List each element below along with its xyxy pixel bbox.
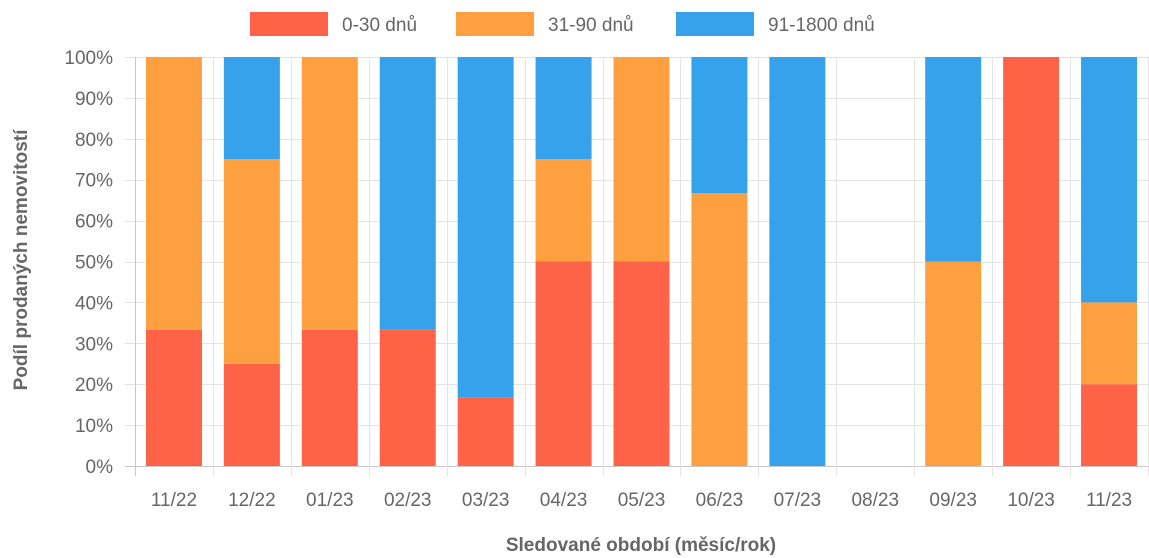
- bar-segment: [1081, 384, 1138, 466]
- bar-segment: [535, 261, 592, 466]
- y-tick-label: 10%: [75, 416, 113, 437]
- bar-segment: [613, 57, 670, 262]
- x-tick-label: 06/23: [696, 490, 744, 511]
- bar-segment: [1081, 57, 1138, 303]
- x-tick-label: 05/23: [618, 490, 666, 511]
- legend-swatch: [676, 12, 754, 36]
- bar-segment: [925, 57, 982, 262]
- x-tick-label: 01/23: [306, 490, 354, 511]
- x-tick-label: 11/22: [151, 490, 197, 511]
- x-tick-label: 07/23: [774, 490, 822, 511]
- legend-label: 91-1800 dnů: [768, 15, 875, 36]
- y-tick-label: 90%: [75, 89, 113, 110]
- legend: 0-30 dnů 31-90 dnů 91-1800 dnů: [250, 12, 875, 36]
- bar-segment: [535, 57, 592, 160]
- x-tick-label: 04/23: [540, 490, 588, 511]
- bar-segment: [769, 57, 826, 466]
- bar-segment: [379, 329, 436, 466]
- y-tick-label: 30%: [75, 334, 113, 355]
- y-tick-label: 80%: [75, 130, 113, 151]
- bar-segment: [223, 57, 280, 160]
- x-axis-ticks: 11/22 12/22 01/23 02/23 03/23 04/23 05/23 06/23…: [151, 490, 1132, 511]
- x-tick-label: 11/23: [1086, 490, 1132, 511]
- bar-segment: [925, 261, 982, 466]
- x-tick-label: 02/23: [384, 490, 432, 511]
- bar-segment: [223, 363, 280, 466]
- x-tick-label: 09/23: [929, 490, 977, 511]
- y-tick-label: 70%: [75, 171, 113, 192]
- y-tick-label: 100%: [64, 48, 113, 69]
- bar-segment: [223, 159, 280, 364]
- x-tick-label: 08/23: [851, 490, 899, 511]
- bar-segment: [691, 57, 748, 194]
- bar-segment: [457, 57, 514, 398]
- legend-label: 31-90 dnů: [548, 15, 634, 36]
- legend-swatch: [250, 12, 328, 36]
- x-tick-label: 03/23: [462, 490, 510, 511]
- bar-segment: [535, 159, 592, 262]
- y-tick-label: 0%: [86, 457, 114, 478]
- bar-segment: [379, 57, 436, 330]
- bar-segment: [613, 261, 670, 466]
- y-tick-label: 20%: [75, 375, 113, 396]
- y-tick-label: 60%: [75, 212, 113, 233]
- bar-segment: [457, 397, 514, 466]
- bar-segment: [1003, 57, 1060, 466]
- y-tick-label: 40%: [75, 293, 113, 314]
- bar-segment: [145, 329, 202, 466]
- y-tick-label: 50%: [75, 253, 113, 274]
- x-tick-label: 10/23: [1007, 490, 1055, 511]
- bar-segment: [301, 329, 358, 466]
- bars: [145, 57, 1138, 466]
- y-axis-title: Podíl prodaných nemovitostí: [11, 129, 32, 390]
- y-axis-ticks: 0% 10% 20% 30% 40% 50% 60% 70% 80% 90% 100%: [64, 48, 113, 478]
- x-tick-label: 12/22: [228, 490, 276, 511]
- bar-segment: [1081, 302, 1138, 385]
- legend-swatch: [456, 12, 534, 36]
- x-axis-title: Sledované období (měsíc/rok): [506, 535, 776, 556]
- bar-segment: [145, 57, 202, 330]
- bar-segment: [301, 57, 358, 330]
- legend-label: 0-30 dnů: [342, 15, 417, 36]
- bar-segment: [691, 193, 748, 466]
